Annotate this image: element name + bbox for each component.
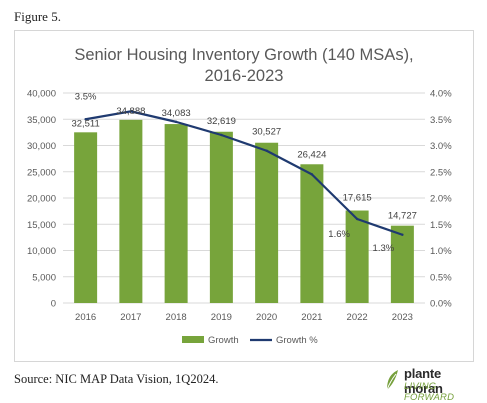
y2-tick-label: 3.0% [430, 141, 452, 152]
bar-data-label: 34,083 [162, 108, 191, 119]
bar-data-label: 17,615 [343, 193, 372, 204]
growth-pct-point [84, 118, 87, 121]
x-tick-label: 2016 [75, 312, 96, 323]
y2-tick-label: 0.5% [430, 272, 452, 283]
x-tick-label: 2018 [166, 312, 187, 323]
bar-2016 [74, 132, 98, 303]
bar-data-label: 26,424 [297, 149, 326, 160]
legend-swatch-growth [182, 336, 204, 343]
growth-pct-point [265, 149, 268, 152]
growth-pct-line [85, 110, 403, 236]
bar-data-label: 30,527 [252, 127, 281, 138]
legend-label-growth: Growth [208, 335, 239, 346]
growth-pct-point [220, 133, 223, 137]
line-data-label: 1.6% [328, 229, 350, 240]
growth-pct-point [355, 217, 359, 221]
chart-title-line-2: 2016-2023 [204, 67, 284, 85]
legend-label-growth-pct: Growth % [276, 335, 318, 346]
logo-tagline: LIVING FORWARD [404, 381, 455, 403]
bar-data-label: 14,727 [388, 211, 417, 222]
x-tick-label: 2019 [211, 312, 232, 323]
y-tick-label: 15,000 [27, 220, 56, 231]
chart-title-line-1: Senior Housing Inventory Growth (140 MSA… [74, 46, 414, 64]
bar-2020 [255, 142, 279, 303]
y2-tick-label: 0.0% [430, 299, 452, 310]
y-tick-label: 25,000 [27, 167, 56, 178]
y2-tick-label: 2.0% [430, 194, 452, 205]
bar-2018 [164, 124, 188, 304]
bar-data-label: 32,511 [71, 118, 99, 129]
figure-label: Figure 5. [14, 9, 61, 24]
x-tick-label: 2022 [347, 312, 368, 323]
bar-2022 [345, 210, 369, 303]
y2-tick-label: 2.5% [430, 167, 452, 178]
bar-2019 [209, 131, 233, 303]
y2-tick-label: 3.5% [430, 115, 452, 126]
source-note: Source: NIC MAP Data Vision, 1Q2024. [14, 372, 219, 386]
y-tick-label: 10,000 [27, 246, 56, 257]
y-tick-label: 5,000 [32, 272, 56, 283]
y-tick-label: 35,000 [27, 115, 56, 126]
bar-data-label: 32,619 [207, 116, 236, 127]
line-data-label: 3.5% [75, 91, 97, 102]
x-tick-label: 2023 [392, 312, 413, 323]
leaf-logo-icon [386, 370, 398, 391]
bar-2017 [119, 119, 143, 303]
y2-tick-label: 4.0% [430, 89, 452, 100]
x-tick-label: 2020 [256, 312, 277, 323]
y-tick-label: 0 [51, 299, 56, 310]
bar-2021 [300, 164, 324, 303]
x-tick-label: 2017 [120, 312, 141, 323]
plante-moran-logo: plante moran LIVING FORWARD [384, 366, 479, 403]
growth-pct-point [310, 173, 314, 176]
y2-tick-label: 1.0% [430, 246, 452, 257]
logo-name: plante moran [404, 366, 443, 396]
growth-pct-point [174, 120, 178, 124]
y-tick-label: 30,000 [27, 141, 56, 152]
bar-data-label: 34,888 [116, 106, 145, 117]
growth-pct-point [401, 233, 404, 236]
y-tick-label: 40,000 [27, 89, 56, 100]
bar-2023 [390, 225, 414, 303]
line-data-label: 1.3% [373, 243, 395, 254]
y2-tick-label: 1.5% [430, 220, 452, 231]
growth-pct-point [129, 110, 133, 113]
y-tick-label: 20,000 [27, 194, 56, 205]
x-tick-label: 2021 [301, 312, 322, 323]
